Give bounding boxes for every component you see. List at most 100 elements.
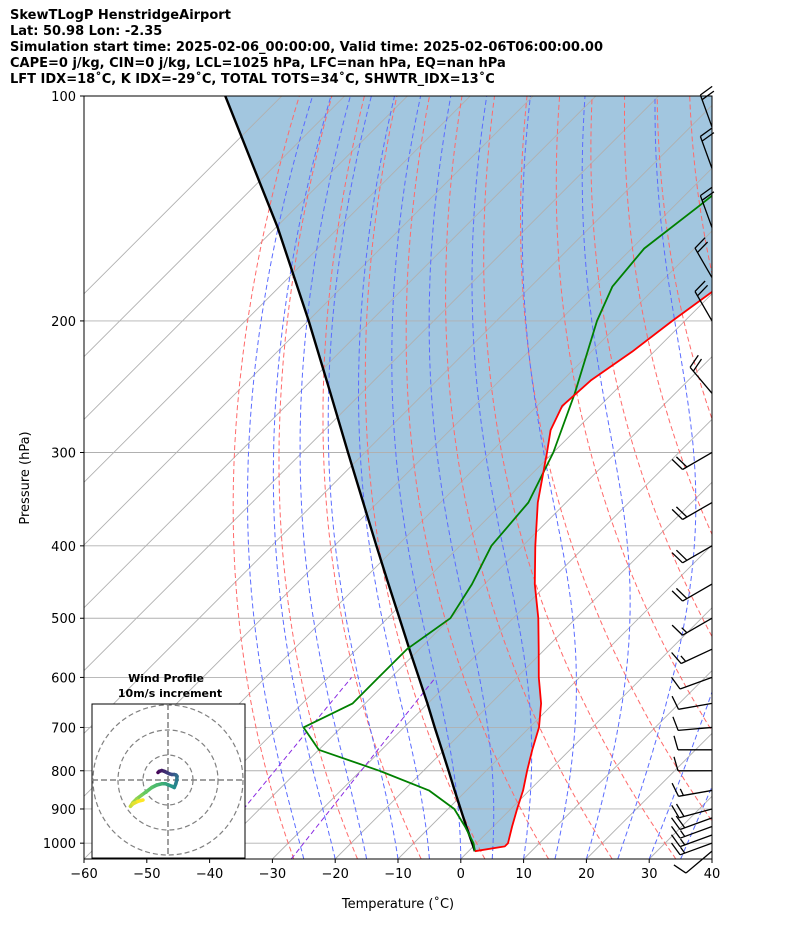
- barb-full-feather: [670, 676, 681, 690]
- barb-shaft: [685, 850, 713, 874]
- isotherm-line: [84, 96, 534, 546]
- barb-half-feather: [679, 788, 685, 796]
- barb-full-feather: [670, 834, 681, 847]
- inset-plot-area: [92, 704, 245, 858]
- isotherm-line: [523, 669, 712, 859]
- barb-shaft: [682, 617, 713, 636]
- inset-subtitle: 10m/s increment: [118, 687, 222, 700]
- barb-full-feather: [694, 237, 706, 249]
- barb-shaft: [694, 291, 713, 322]
- barb-full-feather: [699, 186, 713, 197]
- dry-adiabat: [519, 96, 712, 822]
- wind-barb: [699, 186, 715, 228]
- barb-full-feather: [673, 864, 687, 874]
- barb-full-feather: [692, 358, 703, 372]
- wind-barb: [671, 545, 713, 564]
- barb-shaft: [678, 702, 713, 710]
- x-tick-label: 20: [578, 867, 595, 882]
- barb-shaft: [678, 726, 713, 732]
- x-tick-label: −30: [259, 867, 286, 882]
- stability-indices-line1: CAPE=0 j/kg, CIN=0 j/kg, LCL=1025 hPa, L…: [10, 56, 506, 71]
- chart-header: SkewTLogP HenstridgeAirport Lat: 50.98 L…: [10, 8, 603, 88]
- wind-barb: [670, 825, 713, 839]
- wind-barb: [689, 354, 713, 394]
- barb-shaft: [689, 366, 713, 394]
- mixing-ratio-line: [202, 677, 352, 859]
- wind-barb: [671, 695, 713, 710]
- axis-ticks-layer: −60 −50 −40 −30 −20 −10 0 10 20 30 40 100 200 300 400 5…: [43, 90, 720, 882]
- barb-shaft: [682, 501, 713, 521]
- x-tick-label: −40: [196, 867, 223, 882]
- isotherm-line: [272, 418, 712, 859]
- barb-full-feather: [671, 458, 684, 470]
- y-tick-label: 100: [51, 90, 76, 105]
- barb-full-feather: [701, 191, 715, 201]
- stability-indices-line2: LFT IDX=18˚C, K IDX=-29˚C, TOTAL TOTS=34…: [10, 72, 495, 87]
- barb-full-feather: [671, 804, 680, 819]
- wind-barb: [670, 815, 713, 831]
- wind-barbs-layer: [670, 85, 715, 874]
- wind-barb: [670, 676, 713, 690]
- station-title: SkewTLogP HenstridgeAirport: [10, 8, 231, 23]
- x-tick-label: 10: [515, 867, 532, 882]
- barb-full-feather: [672, 716, 679, 731]
- moist-adiabat: [327, 96, 399, 859]
- wind-barb: [671, 583, 713, 602]
- moist-adiabat: [471, 96, 533, 859]
- isotherm-line: [460, 607, 712, 859]
- dry-adiabat: [232, 96, 300, 859]
- y-tick-label: 700: [51, 721, 76, 736]
- x-tick-label: 40: [704, 867, 721, 882]
- y-tick-label: 200: [51, 315, 76, 330]
- x-tick-label: −20: [321, 867, 348, 882]
- isotherm-line: [84, 96, 283, 295]
- isotherm-line: [84, 104, 712, 735]
- dry-adiabat: [722, 96, 794, 859]
- barb-full-feather: [670, 826, 681, 839]
- x-tick-label: −50: [133, 867, 160, 882]
- wind-barb: [670, 834, 713, 848]
- wind-barb: [671, 501, 713, 521]
- barb-shaft: [679, 808, 713, 819]
- y-tick-label: 1000: [43, 837, 76, 852]
- moist-adiabat: [246, 96, 314, 859]
- station-coordinates: Lat: 50.98 Lon: -2.35: [10, 24, 163, 39]
- barb-shaft: [679, 817, 713, 831]
- y-axis-label: Pressure (hPa): [18, 431, 33, 524]
- dry-adiabat: [445, 96, 613, 859]
- mixing-ratio-line: [290, 677, 436, 859]
- barb-full-feather: [699, 85, 713, 96]
- wind-barb: [671, 782, 713, 797]
- wind-barb: [673, 756, 713, 772]
- barb-shaft: [682, 583, 713, 602]
- wind-barb: [672, 716, 713, 732]
- y-tick-label: 600: [51, 671, 76, 686]
- wind-barb: [699, 127, 715, 169]
- barb-full-feather: [675, 815, 686, 829]
- barb-half-feather: [679, 846, 686, 854]
- barb-full-feather: [670, 817, 681, 830]
- barb-shaft: [699, 195, 713, 228]
- barb-full-feather: [675, 506, 688, 518]
- moist-adiabat: [391, 96, 462, 859]
- wind-profile-inset: Wind Profile 10m/s increment: [91, 672, 246, 859]
- barb-full-feather: [671, 624, 684, 636]
- moist-adiabat: [272, 96, 336, 859]
- dewpoint-line: [302, 194, 712, 852]
- barb-full-feather: [670, 842, 681, 856]
- barb-half-feather: [681, 627, 688, 634]
- isotherm-line: [84, 96, 597, 609]
- wind-barb: [694, 280, 713, 322]
- dry-adiabat: [787, 96, 794, 859]
- isotherm-line: [84, 96, 659, 672]
- dry-adiabat: [624, 96, 712, 536]
- barb-shaft: [682, 545, 713, 564]
- moist-adiabat: [299, 96, 368, 859]
- moist-adiabat: [428, 96, 495, 859]
- isotherm-line: [146, 293, 712, 859]
- x-tick-label: −10: [384, 867, 411, 882]
- barb-shaft: [699, 94, 713, 128]
- dry-adiabat: [405, 96, 550, 859]
- y-tick-label: 800: [51, 765, 76, 780]
- barb-full-feather: [671, 695, 680, 710]
